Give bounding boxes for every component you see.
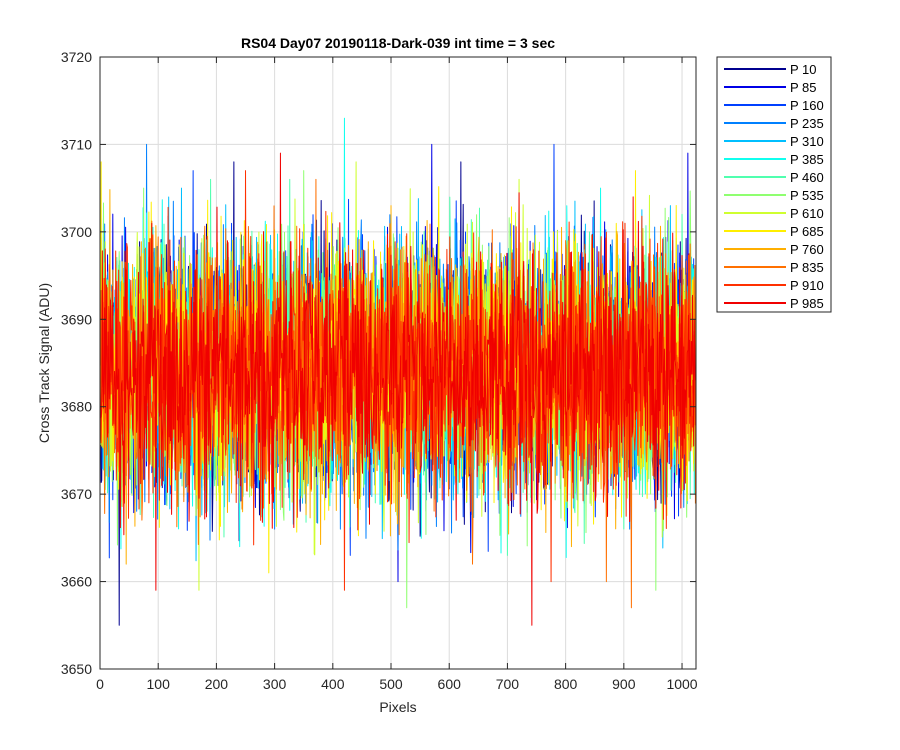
plot-frame bbox=[99, 56, 697, 670]
legend-label: P 535 bbox=[790, 188, 824, 203]
legend-label: P 460 bbox=[790, 170, 824, 185]
legend-label: P 610 bbox=[790, 206, 824, 221]
chart-title: RS04 Day07 20190118-Dark-039 int time = … bbox=[241, 35, 555, 51]
x-tick-label: 0 bbox=[96, 676, 104, 692]
legend-label: P 385 bbox=[790, 152, 824, 167]
ticks: 0 100 200 300 400 500 600 700 800 900 1000 3650 3660… bbox=[61, 49, 698, 692]
legend-label: P 910 bbox=[790, 278, 824, 293]
x-tick-label: 300 bbox=[263, 676, 287, 692]
x-tick-label: 800 bbox=[554, 676, 578, 692]
x-tick-label: 500 bbox=[379, 676, 403, 692]
y-tick-label: 3660 bbox=[61, 574, 92, 590]
series-line-p985 bbox=[100, 152, 696, 626]
x-tick-label: 200 bbox=[205, 676, 229, 692]
x-axis-label: Pixels bbox=[379, 699, 416, 715]
legend-label: P 10 bbox=[790, 62, 817, 77]
y-tick-label: 3650 bbox=[61, 661, 92, 677]
y-tick-label: 3680 bbox=[61, 399, 92, 415]
x-tick-label: 1000 bbox=[666, 676, 697, 692]
legend-label: P 835 bbox=[790, 260, 824, 275]
x-tick-label: 700 bbox=[496, 676, 520, 692]
y-tick-label: 3670 bbox=[61, 486, 92, 502]
legend-label: P 85 bbox=[790, 80, 817, 95]
x-tick-label: 100 bbox=[147, 676, 171, 692]
legend-label: P 160 bbox=[790, 98, 824, 113]
x-tick-label: 900 bbox=[612, 676, 636, 692]
x-tick-label: 400 bbox=[321, 676, 345, 692]
legend-label: P 760 bbox=[790, 242, 824, 257]
x-tick-label: 600 bbox=[438, 676, 462, 692]
y-axis-label: Cross Track Signal (ADU) bbox=[36, 283, 52, 443]
legend-label: P 235 bbox=[790, 116, 824, 131]
y-tick-label: 3710 bbox=[61, 136, 92, 152]
y-tick-label: 3690 bbox=[61, 311, 92, 327]
legend-label: P 310 bbox=[790, 134, 824, 149]
y-tick-label: 3720 bbox=[61, 49, 92, 65]
y-tick-label: 3700 bbox=[61, 224, 92, 240]
legend-box bbox=[716, 56, 832, 313]
legend-label: P 985 bbox=[790, 296, 824, 311]
legend: P 10 P 85 P 160 P 235 P 310 P 385 P 460 P 535 P … bbox=[716, 56, 832, 313]
legend-label: P 685 bbox=[790, 224, 824, 239]
series-layer bbox=[100, 117, 696, 626]
